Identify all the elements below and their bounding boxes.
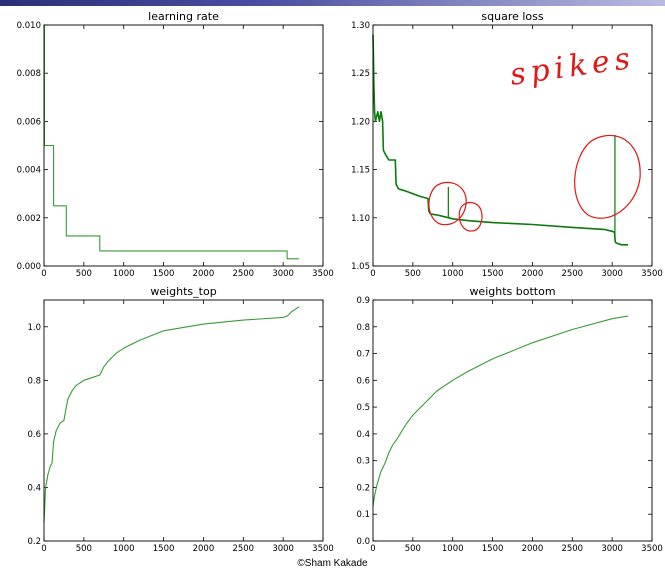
learning-rate-ytick-label: 0.004 [17,166,41,176]
weights-top-xtick-label: 1500 [153,544,175,554]
learning-rate-ytick-label: 0.006 [17,117,41,127]
learning-rate-xtick-label: 3000 [272,269,294,279]
weights-bottom-xtick-label: 0 [370,544,375,554]
learning-rate-xtick-label: 2500 [232,269,254,279]
square-loss-ytick-label: 1.30 [351,21,370,31]
weights-top-xtick-label: 0 [41,544,46,554]
weights-top-ytick-label: 1.0 [27,323,41,333]
weights-top-xtick-label: 2000 [193,544,215,554]
slide-header-bar [0,0,665,6]
weights-bottom-axes-frame [372,299,653,542]
weights-bottom-ytick-label: 0.4 [356,430,370,440]
learning-rate-title: learning rate [148,10,219,23]
learning-rate-chart: learning rate 0 500 1000 1500 2000 2500 3000 350… [17,10,334,279]
weights-bottom-series-line [372,315,629,507]
weights-top-ytick-label: 0.8 [27,376,41,386]
weights-top-xtick-label: 2500 [232,544,254,554]
weights-bottom-xtick-label: 1500 [482,544,504,554]
spike-circle-1 [428,181,467,226]
learning-rate-ytick-label: 0.000 [17,262,41,272]
weights-top-axes-frame [43,299,324,542]
learning-rate-ytick-label: 0.002 [17,214,41,224]
learning-rate-series-line [43,24,300,260]
credit-text: ©Sham Kakade [297,558,368,569]
square-loss-xtick-label: 0 [370,269,375,279]
learning-rate-xtick-label: 2000 [193,269,215,279]
weights-bottom-xtick-label: 3500 [641,544,663,554]
square-loss-ytick-label: 1.25 [351,69,370,79]
hand-annotations: spikes [428,41,641,232]
weights-bottom-ytick-label: 0.7 [356,350,370,360]
weights-bottom-ytick-label: 0.5 [356,403,370,413]
square-loss-xtick-label: 500 [405,269,421,279]
square-loss-axes-frame [372,24,653,267]
weights-bottom-xtick-label: 1000 [442,544,464,554]
spike-circle-3 [574,134,641,219]
weights-bottom-ytick-label: 0.8 [356,323,370,333]
weights-bottom-ytick-label: 0.3 [356,457,370,467]
spikes-handwritten-note: spikes [508,41,637,93]
weights-bottom-ytick-label: 0.6 [356,376,370,386]
square-loss-xtick-label: 1000 [442,269,464,279]
weights-bottom-chart: weights bottom 0 500 1000 1500 2000 2500 3000 35… [356,285,662,554]
weights-bottom-ytick-label: 0.1 [356,510,370,520]
weights-top-ytick-label: 0.2 [27,537,41,547]
square-loss-ytick-label: 1.05 [351,262,370,272]
weights-top-xtick-label: 3500 [312,544,334,554]
weights-bottom-title: weights bottom [469,285,555,298]
square-loss-series-line [372,34,629,246]
learning-rate-ytick-label: 0.008 [17,69,41,79]
weights-bottom-xtick-label: 500 [405,544,421,554]
square-loss-ytick-label: 1.15 [351,166,370,176]
spike-circle-2 [458,201,483,232]
square-loss-xtick-label: 1500 [482,269,504,279]
weights-bottom-xtick-label: 2000 [522,544,544,554]
square-loss-xtick-label: 3000 [601,269,623,279]
weights-bottom-ytick-label: 0.2 [356,483,370,493]
square-loss-ytick-label: 1.20 [351,117,370,127]
weights-top-series-line [43,306,300,523]
learning-rate-xtick-label: 1000 [113,269,135,279]
learning-rate-ytick-label: 0.010 [17,21,41,31]
square-loss-xtick-label: 2500 [561,269,583,279]
weights-bottom-ytick-label: 0.9 [356,296,370,306]
weights-top-xtick-label: 3000 [272,544,294,554]
weights-top-chart: weights_top 0 500 1000 1500 2000 2500 3000 3500 0… [27,285,333,554]
square-loss-xtick-label: 2000 [522,269,544,279]
square-loss-title: square loss [481,10,543,23]
square-loss-chart: square loss 0 500 1000 1500 2000 2500 3000 3500 1… [351,10,663,279]
weights-top-xtick-label: 1000 [113,544,135,554]
learning-rate-xtick-label: 500 [76,269,92,279]
learning-rate-xtick-label: 1500 [153,269,175,279]
learning-rate-xtick-label: 0 [41,269,46,279]
weights-bottom-ytick-label: 0.0 [356,537,370,547]
learning-rate-xtick-label: 3500 [312,269,334,279]
weights-bottom-xtick-label: 2500 [561,544,583,554]
weights-top-ytick-label: 0.4 [27,483,41,493]
learning-rate-axes-frame [43,24,324,267]
square-loss-xtick-label: 3500 [641,269,663,279]
weights-bottom-xtick-label: 3000 [601,544,623,554]
square-loss-ytick-label: 1.10 [351,214,370,224]
weights-top-xtick-label: 500 [76,544,92,554]
weights-top-title: weights_top [150,285,216,298]
weights-top-ytick-label: 0.6 [27,430,41,440]
